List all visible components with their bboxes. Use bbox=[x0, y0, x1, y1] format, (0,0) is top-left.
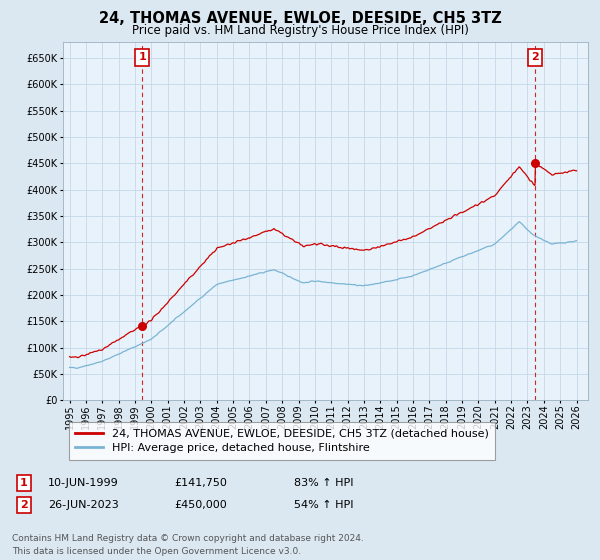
Text: 2: 2 bbox=[20, 500, 28, 510]
Text: £450,000: £450,000 bbox=[174, 500, 227, 510]
Text: 54% ↑ HPI: 54% ↑ HPI bbox=[294, 500, 353, 510]
Text: Contains HM Land Registry data © Crown copyright and database right 2024.
This d: Contains HM Land Registry data © Crown c… bbox=[12, 534, 364, 556]
Legend: 24, THOMAS AVENUE, EWLOE, DEESIDE, CH5 3TZ (detached house), HPI: Average price,: 24, THOMAS AVENUE, EWLOE, DEESIDE, CH5 3… bbox=[68, 422, 496, 460]
Text: 2: 2 bbox=[532, 53, 539, 62]
Text: 10-JUN-1999: 10-JUN-1999 bbox=[48, 478, 119, 488]
Text: 26-JUN-2023: 26-JUN-2023 bbox=[48, 500, 119, 510]
Text: 1: 1 bbox=[20, 478, 28, 488]
Text: £141,750: £141,750 bbox=[174, 478, 227, 488]
Text: 24, THOMAS AVENUE, EWLOE, DEESIDE, CH5 3TZ: 24, THOMAS AVENUE, EWLOE, DEESIDE, CH5 3… bbox=[98, 11, 502, 26]
Text: 83% ↑ HPI: 83% ↑ HPI bbox=[294, 478, 353, 488]
Text: 1: 1 bbox=[138, 53, 146, 62]
Text: Price paid vs. HM Land Registry's House Price Index (HPI): Price paid vs. HM Land Registry's House … bbox=[131, 24, 469, 36]
